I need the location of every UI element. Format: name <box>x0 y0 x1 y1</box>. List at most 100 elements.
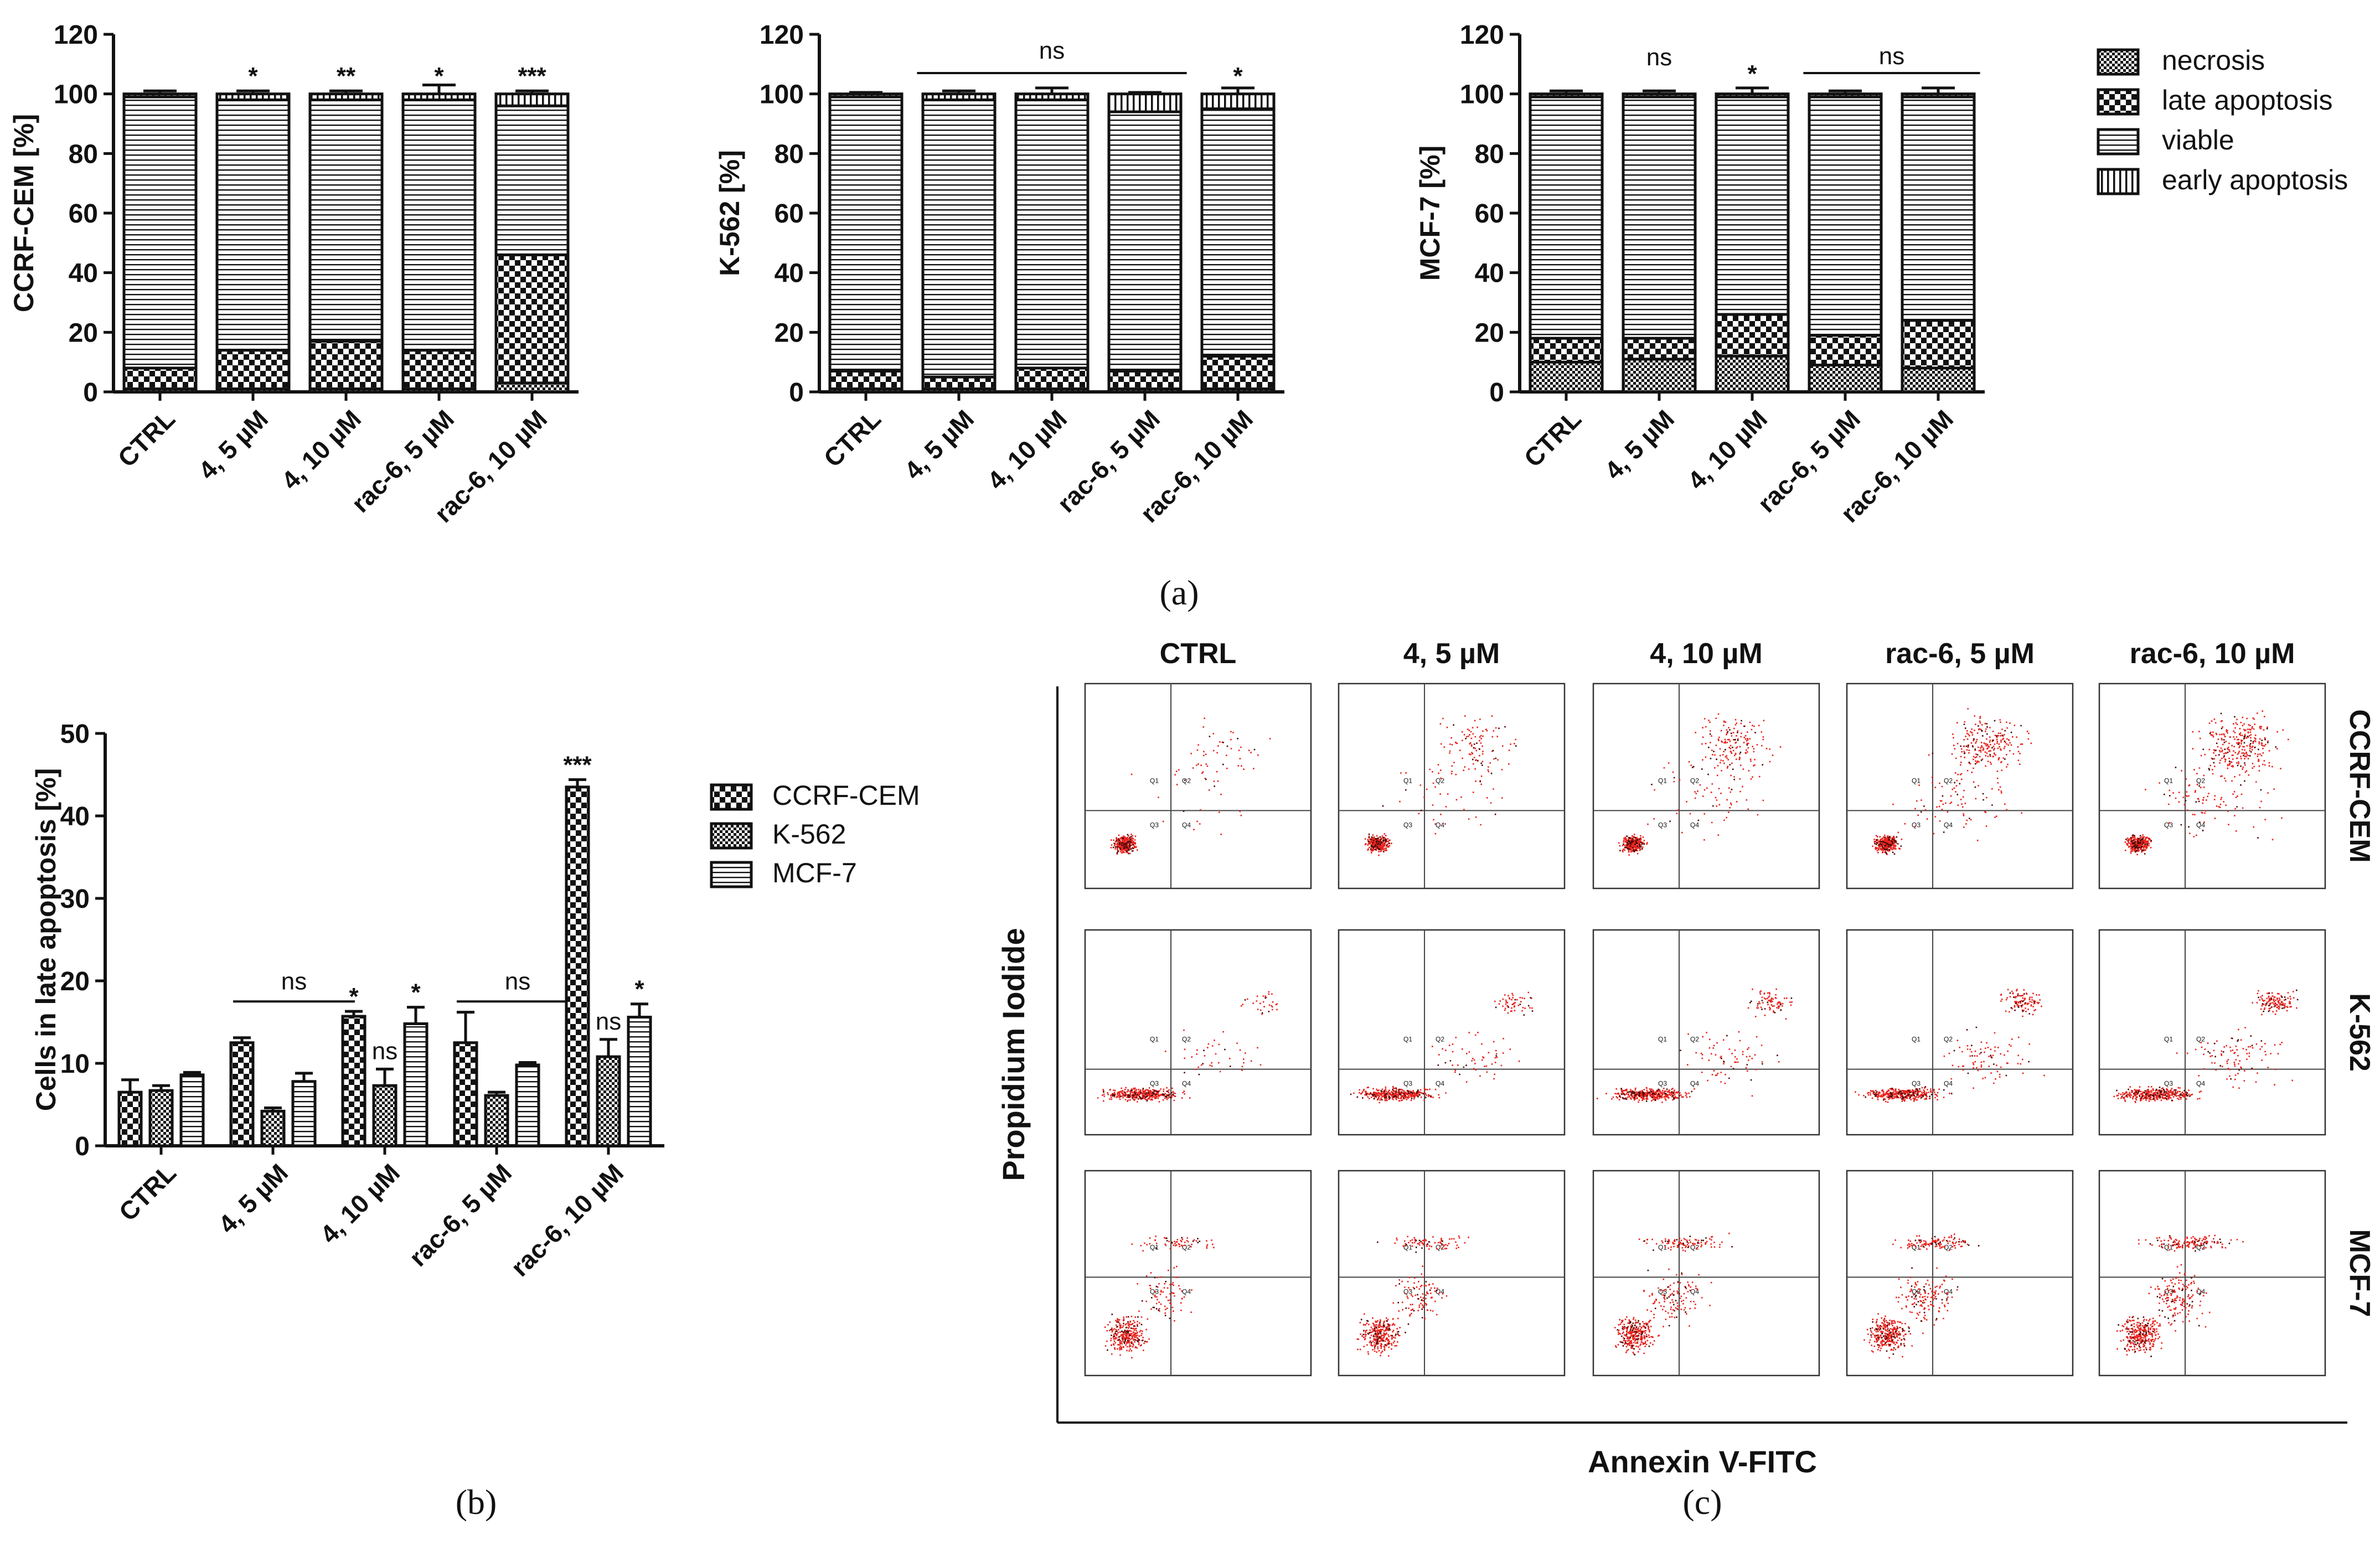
row-header: K-562 <box>2343 993 2376 1072</box>
events-scatter <box>1356 1235 1469 1357</box>
quadrant-label: Q3 <box>1658 1080 1667 1088</box>
bar-segment-viable <box>122 95 198 370</box>
x-axis-title: Annexin V-FITC <box>1588 1444 1817 1479</box>
quadrant-label: Q1 <box>2164 777 2173 784</box>
y-axis-title: Cells in late apoptosis [%] <box>30 768 61 1111</box>
plot-frame <box>1338 929 1566 1136</box>
bar-segment-early-apoptosis <box>401 92 477 101</box>
bar-segment-late-apoptosis <box>921 375 997 391</box>
y-tick-label: 0 <box>83 378 98 407</box>
legend-swatch <box>2097 48 2140 76</box>
quadrant-label: Q3 <box>1150 821 1159 829</box>
quadrant-label: Q4 <box>1182 821 1191 829</box>
bar-segment-early-apoptosis <box>1622 92 1697 99</box>
bar-segment-necrosis <box>1715 354 1790 394</box>
legend-swatch <box>2097 168 2140 195</box>
quadrant-label: Q4 <box>2196 821 2205 829</box>
significance-label: ns <box>505 968 530 995</box>
y-tick-label: 100 <box>760 80 804 110</box>
events-scatter <box>2116 1234 2244 1356</box>
stacked-chart-2: 0 20 40 60 80 100 120 K-562 [%] CTRL 4, 5 µM 4, 10… <box>714 20 1284 528</box>
bar-segment-early-apoptosis <box>494 92 570 107</box>
legend-label: CCRF-CEM <box>772 780 920 811</box>
bar-MCF-7 <box>515 1063 540 1147</box>
bar-segment-necrosis <box>1901 366 1976 394</box>
panel-label-a: (a) <box>1159 573 1199 612</box>
y-tick-label: 10 <box>60 1049 90 1079</box>
bar-segment-late-apoptosis <box>401 349 477 391</box>
y-tick-label: 40 <box>1475 259 1504 288</box>
significance-label: * <box>1233 63 1243 90</box>
plot-frame <box>2098 682 2326 890</box>
bar-segment-viable <box>1529 95 1604 340</box>
quadrant-label: Q3 <box>1403 1080 1412 1088</box>
bar-K-562 <box>596 1055 621 1147</box>
y-tick-label: 0 <box>1489 378 1504 407</box>
x-tick-label: 4, 5 µM <box>899 404 979 485</box>
bar-segment-early-apoptosis <box>1901 92 1976 99</box>
bar-segment-early-apoptosis <box>1014 92 1090 101</box>
legend-label: late apoptosis <box>2162 85 2333 116</box>
y-tick-label: 120 <box>54 20 98 50</box>
bar-K-562 <box>260 1109 286 1147</box>
significance-label: ns <box>1879 43 1904 70</box>
y-tick-label: 30 <box>60 885 90 914</box>
significance-label: ns <box>281 968 307 995</box>
quadrant-label: Q4 <box>1944 1080 1953 1088</box>
bar-segment-early-apoptosis <box>1715 92 1790 99</box>
legend-swatch <box>2097 88 2140 116</box>
y-axis-title: K-562 [%] <box>714 150 745 276</box>
bar-segment-viable <box>1622 95 1697 340</box>
legend-label: viable <box>2162 125 2234 156</box>
plot-frame <box>1338 682 1566 890</box>
legend-swatch <box>2097 128 2140 156</box>
bar-CCRF-CEM <box>117 1090 143 1147</box>
x-tick-label: 4, 5 µM <box>213 1158 293 1239</box>
y-tick-label: 60 <box>1475 199 1504 229</box>
x-tick-label: CTRL <box>818 404 886 472</box>
plot-frame <box>1084 929 1312 1136</box>
legend-label: early apoptosis <box>2162 164 2348 195</box>
bar-segment-early-apoptosis <box>828 92 904 99</box>
events-scatter <box>1863 1233 1969 1359</box>
legend-swatch <box>710 783 753 811</box>
y-tick-label: 60 <box>69 199 98 229</box>
y-tick-label: 0 <box>789 378 804 407</box>
y-tick-label: 100 <box>1460 80 1504 110</box>
quadrant-label: Q2 <box>1690 777 1699 784</box>
y-tick-label: 20 <box>69 318 98 348</box>
quadrant-label: Q2 <box>1436 1243 1444 1251</box>
quadrant-label: Q2 <box>2196 1243 2205 1251</box>
events-scatter-dense <box>2125 712 2277 855</box>
bar-segment-viable <box>1808 95 1883 337</box>
plot-frame <box>1846 1170 2074 1377</box>
significance-label: *** <box>563 751 592 778</box>
bar-segment-viable <box>1715 95 1790 316</box>
bar-segment-early-apoptosis <box>1200 92 1276 111</box>
y-tick-label: 120 <box>760 20 804 50</box>
bar-K-562 <box>484 1094 509 1147</box>
significance-label: * <box>1747 60 1757 87</box>
legend-swatch <box>710 861 753 888</box>
bar-CCRF-CEM <box>341 1015 366 1147</box>
quadrant-label: Q1 <box>1150 1243 1159 1251</box>
quadrant-label: Q3 <box>1150 1288 1159 1295</box>
plot-frame <box>1084 682 1312 890</box>
quadrant-label: Q2 <box>1944 1036 1953 1043</box>
bar-segment-necrosis <box>1529 360 1604 394</box>
quadrant-label: Q3 <box>1912 821 1920 829</box>
bar-segment-late-apoptosis <box>494 253 570 385</box>
significance-label: ns <box>372 1037 397 1064</box>
bar-segment-late-apoptosis <box>1901 319 1976 370</box>
significance-label: * <box>349 983 359 1010</box>
quadrant-label: Q1 <box>1658 1243 1667 1251</box>
quadrant-label: Q4 <box>2196 1288 2205 1295</box>
quadrant-label: Q1 <box>2164 1036 2173 1043</box>
legend-label: necrosis <box>2162 45 2265 76</box>
bar-segment-late-apoptosis <box>1014 366 1090 391</box>
